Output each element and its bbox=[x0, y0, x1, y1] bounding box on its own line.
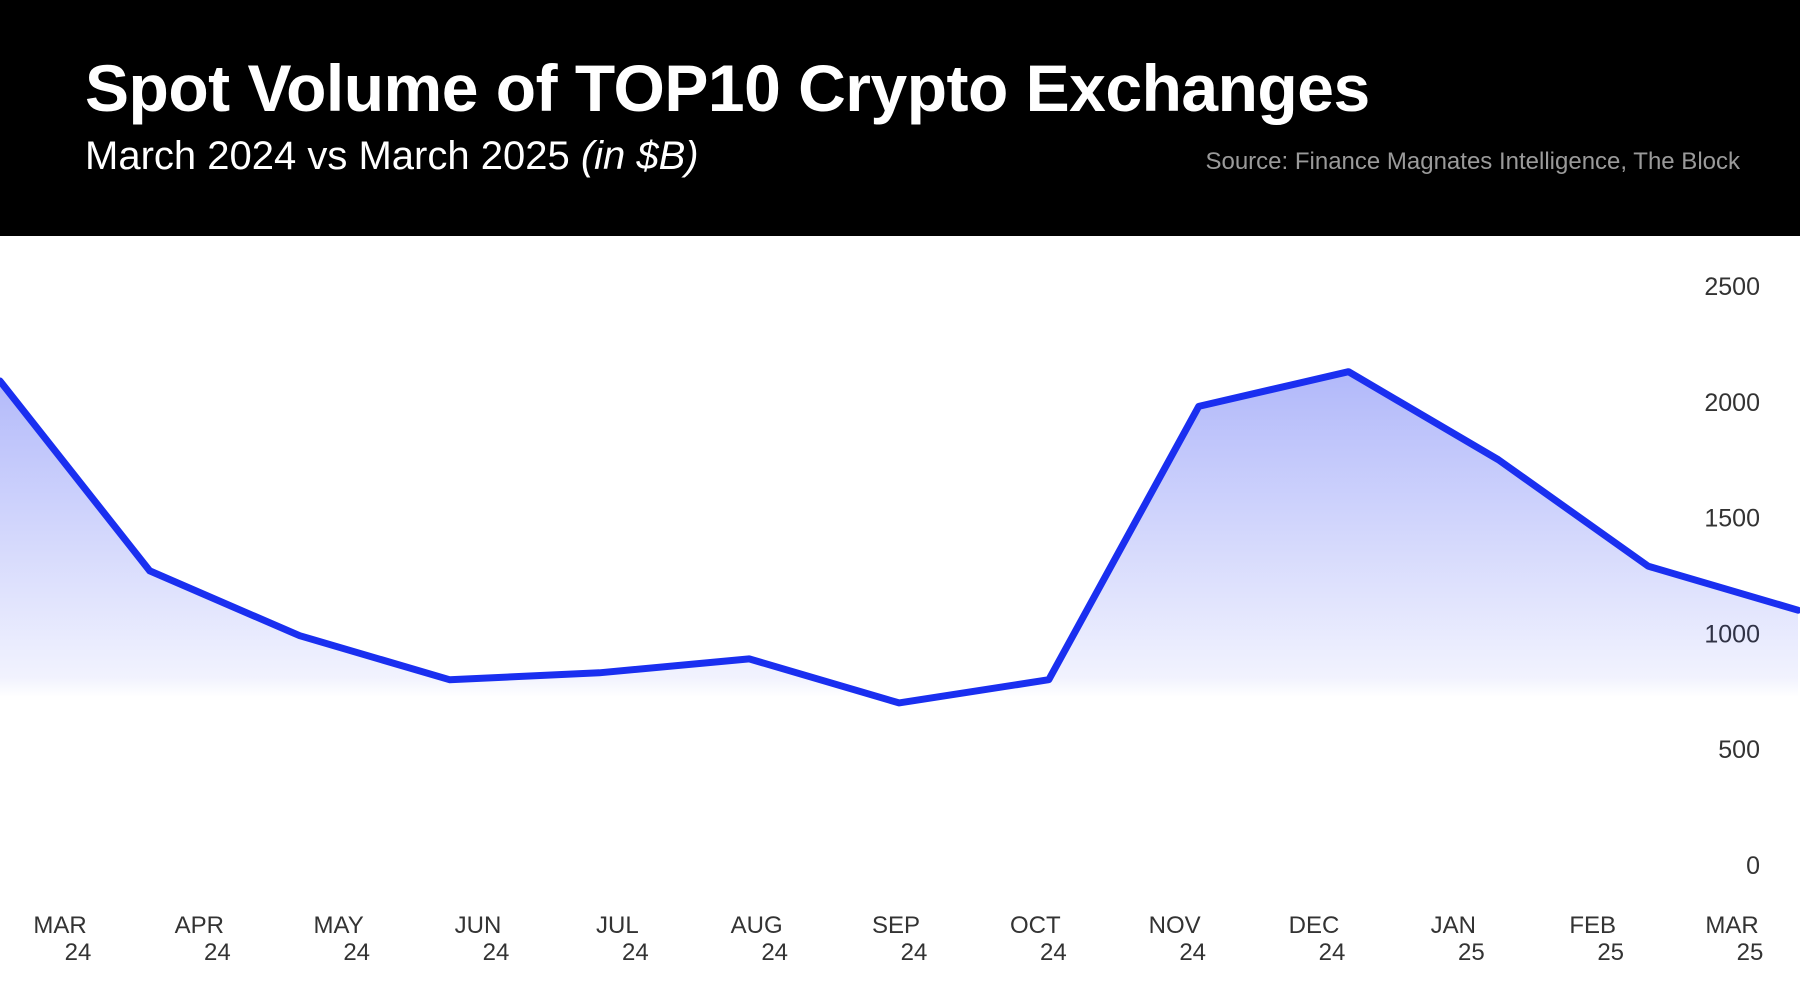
x-tick-label: JUL 24 bbox=[596, 912, 649, 966]
chart-header: Spot Volume of TOP10 Crypto Exchanges Ma… bbox=[0, 0, 1800, 236]
series-line bbox=[0, 368, 1800, 707]
x-tick-label: AUG 24 bbox=[731, 912, 788, 966]
x-tick-label: MAY 24 bbox=[314, 912, 370, 966]
x-axis: MAR 24 APR 24 MAY 24 JUN 24 JUL 24 AUG 24 SEP 24 OCT 24… bbox=[33, 912, 1763, 966]
x-tick-label: APR 24 bbox=[175, 912, 231, 966]
x-tick-label: JUN 24 bbox=[455, 912, 510, 966]
x-tick-label: DEC 24 bbox=[1289, 912, 1346, 966]
area-fill bbox=[0, 371, 1798, 865]
y-tick-label: 2000 bbox=[1704, 389, 1760, 417]
chart-area: 05001000150020002500 MAR24APR24MAY24JUN2… bbox=[0, 236, 1800, 1000]
x-tick-label: NOV 24 bbox=[1149, 912, 1206, 966]
x-tick-label: FEB 25 bbox=[1569, 912, 1624, 966]
x-tick-label: SEP 24 bbox=[872, 912, 927, 966]
y-tick-label: 1500 bbox=[1704, 505, 1760, 533]
line-area-chart: 05001000150020002500 MAR24APR24MAY24JUN2… bbox=[0, 273, 1800, 966]
subtitle-unit: (in $B) bbox=[580, 134, 699, 178]
subtitle-period: March 2024 vs March 2025 bbox=[85, 134, 570, 178]
chart-title: Spot Volume of TOP10 Crypto Exchanges bbox=[85, 51, 1370, 125]
x-tick-label: OCT 24 bbox=[1010, 912, 1067, 966]
source-note: Source: Finance Magnates Intelligence, T… bbox=[1205, 148, 1740, 175]
x-tick-label: JAN 25 bbox=[1431, 912, 1485, 966]
x-tick-label: MAR 24 bbox=[33, 912, 91, 966]
chart-subtitle: March 2024 vs March 2025 (in $B) bbox=[85, 134, 699, 179]
y-tick-label: 2500 bbox=[1704, 273, 1760, 301]
x-tick-label: MAR 25 bbox=[1705, 912, 1763, 966]
